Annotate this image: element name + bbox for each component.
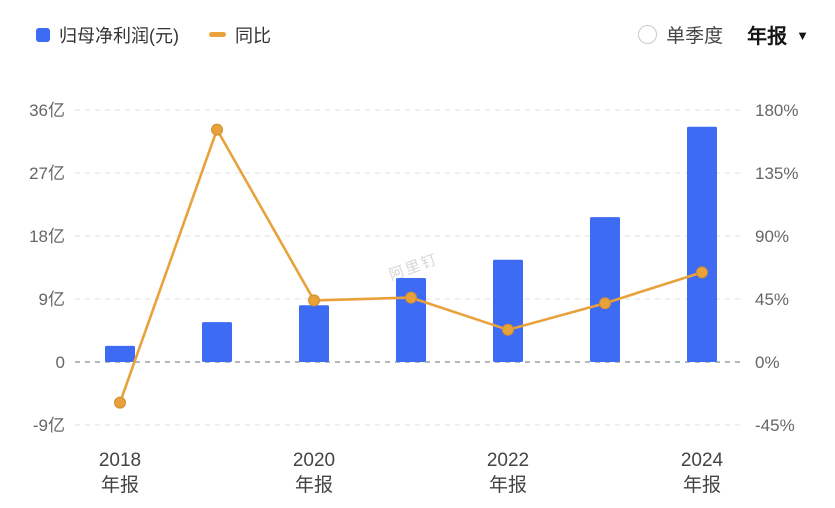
y-axis-right-tick: 135% bbox=[755, 164, 798, 183]
x-axis-tick-year: 2022 bbox=[487, 450, 529, 471]
y-axis-left-tick: -9亿 bbox=[33, 416, 65, 435]
x-axis-tick-year: 2024 bbox=[681, 450, 724, 471]
bar[interactable] bbox=[590, 217, 620, 362]
single-quarter-radio[interactable]: 单季度 bbox=[638, 21, 723, 48]
yoy-point[interactable] bbox=[599, 297, 611, 310]
period-controls: 单季度 年报 ▼ bbox=[638, 20, 809, 49]
x-axis-tick-year: 2020 bbox=[293, 450, 335, 471]
yoy-point[interactable] bbox=[308, 294, 320, 307]
y-axis-left-tick: 27亿 bbox=[29, 164, 65, 183]
y-axis-left-tick: 9亿 bbox=[39, 290, 65, 309]
bar[interactable] bbox=[202, 322, 232, 362]
bar[interactable] bbox=[396, 278, 426, 362]
legend-item-yoy[interactable]: 同比 bbox=[209, 22, 271, 48]
y-axis-right-tick: 45% bbox=[755, 290, 789, 309]
line-series-swatch-icon bbox=[209, 32, 226, 37]
x-axis-tick-period: 年报 bbox=[101, 474, 139, 496]
y-axis-right-tick: -45% bbox=[755, 416, 795, 435]
yoy-point[interactable] bbox=[696, 266, 708, 279]
yoy-point[interactable] bbox=[114, 396, 126, 409]
radio-circle-icon bbox=[638, 25, 658, 44]
bar-series-label: 归母净利润(元) bbox=[59, 25, 179, 46]
x-axis-tick-period: 年报 bbox=[683, 474, 721, 496]
x-axis-tick-period: 年报 bbox=[295, 474, 333, 496]
y-axis-left-tick: 18亿 bbox=[29, 227, 65, 246]
legend-item-net-profit[interactable]: 归母净利润(元) bbox=[36, 22, 179, 48]
y-axis-right-tick: 0% bbox=[755, 353, 780, 372]
legend: 归母净利润(元) 同比 bbox=[36, 22, 271, 48]
bar[interactable] bbox=[105, 345, 135, 362]
report-period-dropdown[interactable]: 年报 ▼ bbox=[747, 20, 809, 49]
y-axis-right-tick: 180% bbox=[755, 101, 798, 120]
bar-series-swatch-icon bbox=[36, 27, 50, 42]
bar[interactable] bbox=[687, 126, 717, 362]
y-axis-right-tick: 90% bbox=[755, 227, 789, 246]
report-period-value: 年报 bbox=[747, 26, 788, 48]
x-axis-tick-period: 年报 bbox=[489, 474, 527, 496]
bar[interactable] bbox=[299, 305, 329, 362]
x-axis-tick-year: 2018 bbox=[99, 450, 141, 471]
yoy-point[interactable] bbox=[405, 291, 417, 304]
chart-header: 归母净利润(元) 同比 单季度 年报 ▼ bbox=[36, 20, 809, 49]
single-quarter-label: 单季度 bbox=[666, 26, 724, 47]
bar[interactable] bbox=[493, 259, 523, 362]
yoy-point[interactable] bbox=[211, 123, 223, 136]
y-axis-left-tick: 0 bbox=[56, 353, 65, 372]
line-series-label: 同比 bbox=[235, 25, 271, 46]
yoy-point[interactable] bbox=[502, 323, 514, 336]
chevron-down-icon: ▼ bbox=[796, 28, 809, 43]
y-axis-left-tick: 36亿 bbox=[29, 101, 65, 120]
